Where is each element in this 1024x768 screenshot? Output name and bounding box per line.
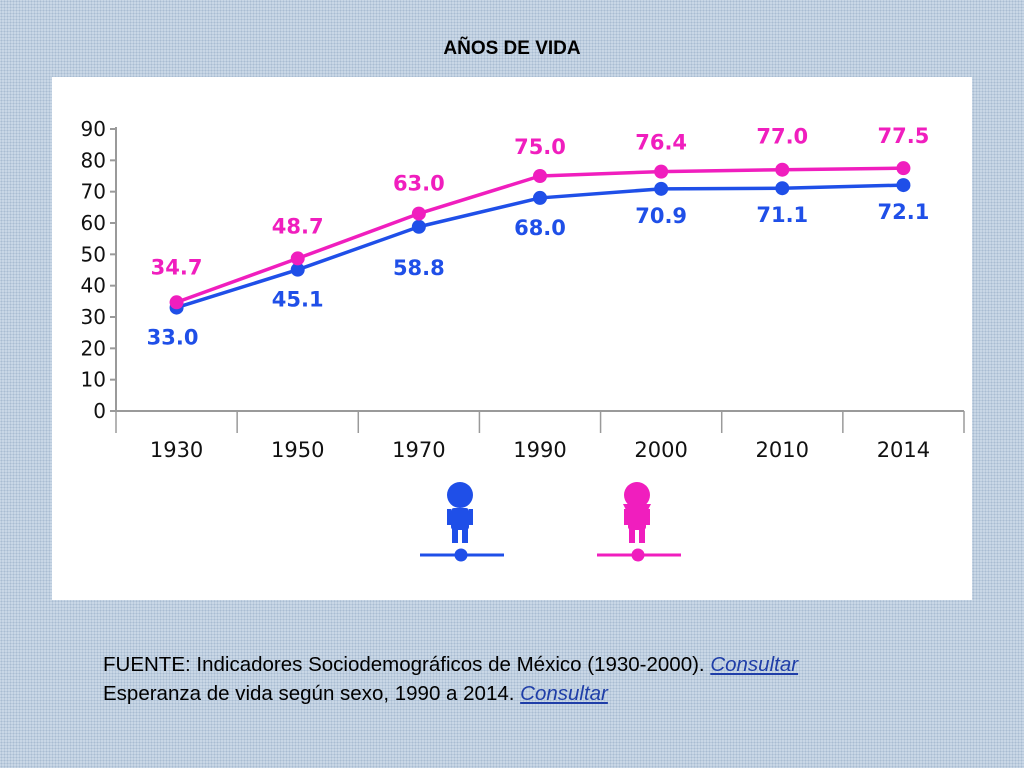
data-label-male: 33.0 [147,326,199,350]
data-label-female: 77.0 [756,125,808,149]
y-tick-label: 40 [81,274,106,298]
x-tick-label: 1930 [150,438,203,462]
source-line-1: FUENTE: Indicadores Sociodemográficos de… [103,650,798,679]
y-tick-label: 60 [81,211,106,235]
consultar-link-2[interactable]: Consultar [520,682,608,705]
legend-marker-male [454,548,468,562]
data-point-female [896,161,911,176]
data-label-female: 75.0 [514,135,566,159]
y-tick-label: 10 [81,368,106,392]
data-point-female [654,164,669,179]
data-label-female: 63.0 [393,172,445,196]
consultar-link-1[interactable]: Consultar [710,653,799,676]
y-tick-label: 0 [93,399,106,423]
x-tick-label: 1970 [392,438,445,462]
data-label-female: 48.7 [272,214,324,238]
y-tick-label: 70 [81,180,106,204]
female-figure-icon [623,482,651,543]
source-text-1: FUENTE: Indicadores Sociodemográficos de… [103,653,711,676]
data-point-male [896,178,911,193]
source-block: FUENTE: Indicadores Sociodemográficos de… [103,650,798,708]
x-tick-label: 1990 [513,438,566,462]
data-label-male: 68.0 [514,216,566,240]
life-expectancy-chart: 0 10 20 30 40 50 60 70 80 90 1930 1950 1970 1990 2000 2… [81,117,965,562]
x-tick-label: 2014 [877,438,930,462]
data-label-male: 70.9 [635,204,687,228]
y-tick-label: 80 [81,148,106,172]
slide-title: AÑOS DE VIDA [443,38,581,59]
data-label-female: 76.4 [635,131,687,155]
male-figure-icon [447,482,473,543]
data-label-male: 58.8 [393,256,445,280]
y-tick-label: 30 [81,305,106,329]
y-tick-label: 90 [81,117,106,141]
source-line-2: Esperanza de vida según sexo, 1990 a 201… [103,679,798,708]
data-point-female [411,206,426,221]
data-label-female: 34.7 [151,255,203,279]
data-label-male: 72.1 [878,200,930,224]
data-point-female [533,169,547,183]
data-point-male [411,219,426,234]
data-label-female: 77.5 [878,124,930,148]
source-text-2: Esperanza de vida según sexo, 1990 a 201… [103,682,521,705]
x-tick-label: 1950 [271,438,324,462]
data-point-female [290,251,305,266]
data-point-male [533,190,547,205]
x-tick-label: 2010 [756,438,809,462]
data-point-male [775,181,790,196]
data-label-male: 45.1 [272,288,324,312]
y-tick-label: 50 [81,242,106,266]
y-tick-label: 20 [81,336,106,360]
data-point-female [169,295,184,310]
data-label-male: 71.1 [756,203,808,227]
data-point-male [654,181,669,196]
x-tick-label: 2000 [634,438,687,462]
data-point-female [775,162,790,177]
legend-marker-female [631,548,645,562]
chart-panel: 0 10 20 30 40 50 60 70 80 90 1930 1950 1970 1990 2000 2… [52,77,972,600]
data-point-male [290,262,305,277]
